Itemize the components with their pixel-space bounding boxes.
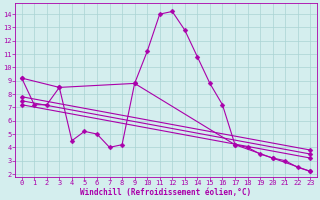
X-axis label: Windchill (Refroidissement éolien,°C): Windchill (Refroidissement éolien,°C) <box>80 188 252 197</box>
